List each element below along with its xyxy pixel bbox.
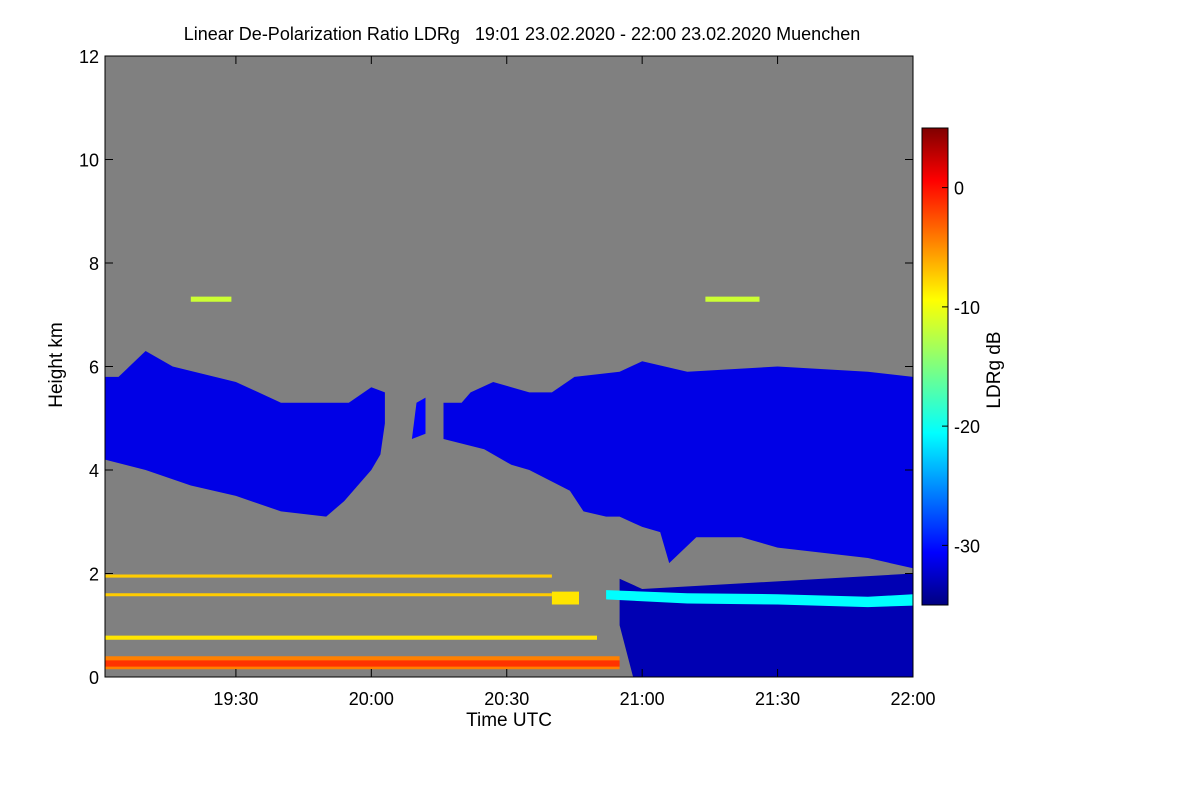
data-regions (105, 296, 913, 677)
y-tick-label: 4 (89, 461, 99, 481)
colorbar-tick-label: -10 (954, 298, 980, 318)
speckle-line (105, 593, 552, 597)
x-tick-label: 20:00 (349, 689, 394, 709)
x-tick-label: 22:00 (890, 689, 935, 709)
y-tick-label: 8 (89, 254, 99, 274)
x-tick-label: 19:30 (213, 689, 258, 709)
y-tick-label: 10 (79, 151, 99, 171)
speckle-line (190, 296, 232, 302)
colorbar-tick-label: -20 (954, 417, 980, 437)
speckle-line (705, 296, 760, 302)
cirrus-layer (105, 351, 385, 517)
y-tick-label: 6 (89, 358, 99, 378)
speckle-line (551, 591, 579, 605)
cloud-base-line (606, 590, 913, 608)
colorbar-tick-label: -30 (954, 536, 980, 556)
x-tick-label: 21:00 (620, 689, 665, 709)
chart-title: Linear De-Polarization Ratio LDRg 19:01 … (184, 24, 860, 44)
colorbar-label: LDRg dB (984, 331, 1005, 408)
boundary-layer-cloud-region (619, 573, 913, 677)
x-axis-label: Time UTC (466, 710, 552, 731)
speckle-line (105, 635, 597, 640)
y-tick-label: 2 (89, 565, 99, 585)
cirrus-layer (443, 361, 913, 569)
colorbar (921, 127, 949, 606)
cirrus-fragment (411, 397, 426, 439)
x-tick-label: 21:30 (755, 689, 800, 709)
x-axis: 19:30 20:00 20:30 21:00 21:30 22:00 (213, 56, 936, 709)
colorbar-ticks: 0 -10 -20 -30 (942, 179, 980, 556)
y-tick-label: 0 (89, 668, 99, 688)
colorbar-tick-label: 0 (954, 179, 964, 199)
y-axis-label: Height km (46, 322, 67, 408)
speckle-line (105, 574, 552, 578)
aerosol-layer-band-core (105, 660, 620, 667)
x-tick-label: 20:30 (484, 689, 529, 709)
y-tick-label: 12 (79, 47, 99, 67)
y-axis: 0 2 4 6 8 10 12 (79, 47, 913, 688)
plot-background (105, 56, 913, 677)
